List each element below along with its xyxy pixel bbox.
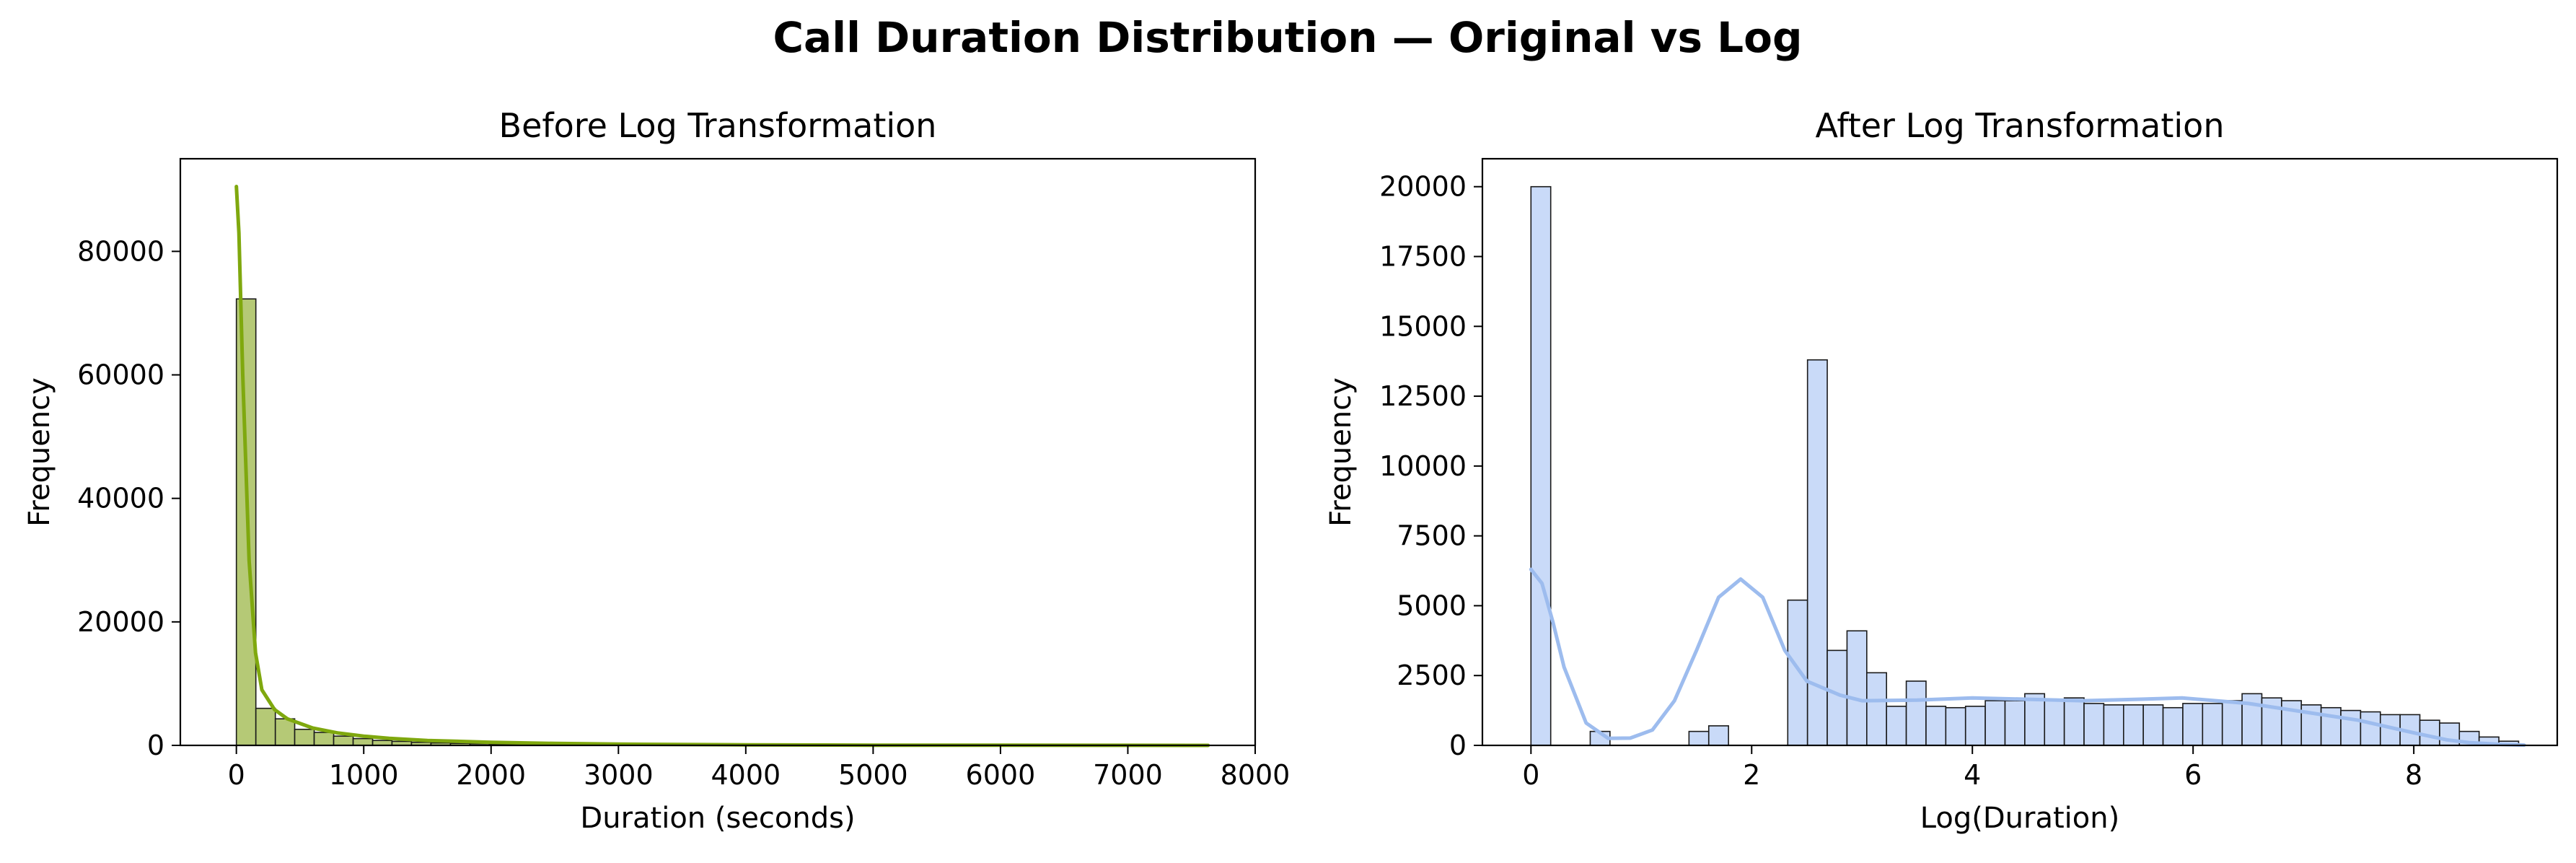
histogram-bar xyxy=(256,709,276,745)
histogram-bar xyxy=(1946,708,1965,745)
x-tick-label: 4000 xyxy=(711,759,781,791)
histogram-bar xyxy=(2163,708,2183,745)
y-tick-label: 0 xyxy=(147,730,164,761)
y-tick-label: 0 xyxy=(1449,730,1467,761)
histogram-bar xyxy=(1531,187,1550,745)
histogram-bar xyxy=(353,739,373,745)
x-tick-label: 2000 xyxy=(456,759,526,791)
histogram-bar xyxy=(2420,720,2440,745)
x-axis-label: Duration (seconds) xyxy=(580,802,855,835)
x-tick-label: 0 xyxy=(228,759,245,791)
x-tick-label: 3000 xyxy=(584,759,654,791)
y-tick-label: 80000 xyxy=(77,235,164,267)
y-tick-label: 20000 xyxy=(77,606,164,638)
y-axis-label: Frequency xyxy=(23,377,56,527)
histogram-bar xyxy=(1907,681,1926,745)
y-tick-label: 7500 xyxy=(1397,520,1467,552)
subplot-title: Before Log Transformation xyxy=(499,106,937,145)
histogram-bar xyxy=(1867,673,1886,745)
histogram-bar xyxy=(1985,701,2005,745)
subplot-title: After Log Transformation xyxy=(1816,106,2225,145)
histogram-bar xyxy=(2183,704,2202,745)
histogram-bar xyxy=(1847,631,1866,745)
histogram-bar xyxy=(2065,698,2084,745)
histogram-bar xyxy=(1709,726,1728,745)
x-tick-label: 5000 xyxy=(838,759,908,791)
x-tick-label: 0 xyxy=(1522,759,1539,791)
histogram-bar xyxy=(2084,704,2104,745)
x-axis-label: Log(Duration) xyxy=(1920,802,2119,835)
y-tick-label: 17500 xyxy=(1379,241,1467,273)
histogram-bar xyxy=(334,736,353,745)
histogram-bar xyxy=(1788,600,1807,745)
y-tick-label: 60000 xyxy=(77,359,164,391)
histogram-bar xyxy=(315,732,334,745)
histogram-bars xyxy=(1531,187,2518,745)
histogram-bars xyxy=(237,299,626,745)
histogram-bar xyxy=(1966,706,1985,745)
histogram-bar xyxy=(2044,699,2064,745)
histogram-bar xyxy=(295,730,315,745)
x-tick-label: 6000 xyxy=(966,759,1036,791)
x-tick-label: 8 xyxy=(2405,759,2422,791)
y-tick-label: 10000 xyxy=(1379,450,1467,482)
histogram-bar xyxy=(2360,712,2380,745)
histogram-bar xyxy=(2202,704,2222,745)
histogram-bar xyxy=(2025,693,2044,745)
figure-title: Call Duration Distribution — Original vs… xyxy=(773,13,1802,62)
histogram-bar xyxy=(1689,732,1708,745)
axes-frame xyxy=(180,159,1255,745)
subplot-2: 0 2 4 6 8 0 2500 5000 7500 10000 12500 15000 17500 20… xyxy=(1324,106,2557,835)
x-tick-label: 4 xyxy=(1964,759,1981,791)
x-tick-label: 8000 xyxy=(1221,759,1291,791)
histogram-bar xyxy=(276,719,295,745)
histogram-bar xyxy=(1926,706,1946,745)
y-tick-label: 40000 xyxy=(77,483,164,514)
x-tick-label: 7000 xyxy=(1093,759,1163,791)
axes-frame xyxy=(1482,159,2557,745)
histogram-bar xyxy=(2124,705,2143,745)
histogram-bar xyxy=(2005,701,2025,745)
histogram-bar xyxy=(2143,705,2163,745)
histogram-bar xyxy=(1886,706,1906,745)
x-tick-label: 2 xyxy=(1743,759,1760,791)
x-tick-label: 1000 xyxy=(329,759,399,791)
y-tick-label: 5000 xyxy=(1397,590,1467,621)
y-tick-label: 12500 xyxy=(1379,380,1467,412)
y-tick-label: 20000 xyxy=(1379,171,1467,203)
histogram-bar xyxy=(2223,701,2242,745)
histogram-bar xyxy=(2104,705,2123,745)
y-tick-label: 2500 xyxy=(1397,660,1467,691)
kde-curve xyxy=(237,187,1208,746)
x-tick-label: 6 xyxy=(2184,759,2202,791)
y-tick-label: 15000 xyxy=(1379,310,1467,342)
histogram-bar xyxy=(2341,711,2360,745)
y-axis-label: Frequency xyxy=(1324,377,1358,527)
